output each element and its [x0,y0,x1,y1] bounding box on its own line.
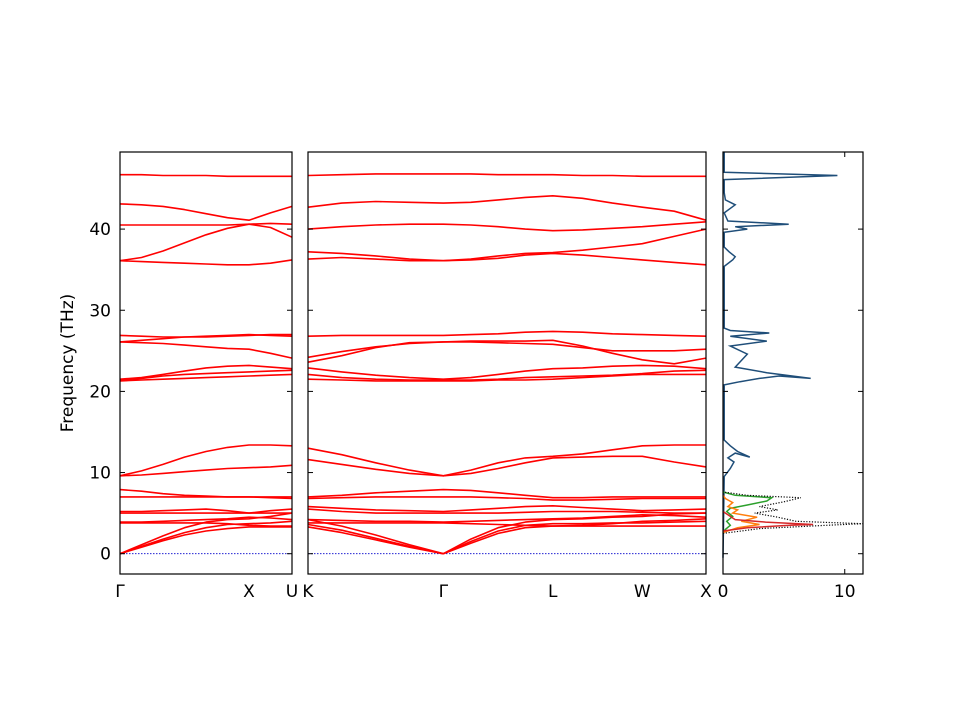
y-tick-label: 40 [89,220,111,240]
band-0-13 [119,364,293,380]
band-0-21 [120,173,292,178]
dos-series-0 [722,152,838,558]
x-tick-label: L [548,582,558,602]
y-axis-label: Frequency (THz) [58,294,78,433]
band-0-14 [119,341,293,359]
band-1-16 [307,330,707,337]
x-tick-label: W [634,582,651,602]
x-tick-label: U [286,582,298,602]
band-1-11 [307,373,706,382]
y-tick-label: 20 [89,382,111,402]
x-tick-label: 10 [834,582,856,602]
x-tick-label: Γ [115,582,125,602]
axes-frame-0 [119,151,293,575]
band-1-10 [307,444,706,477]
axes-frame-1 [307,151,707,575]
band-0-8 [119,488,292,498]
band-0-12 [119,369,293,381]
band-0-20 [119,203,293,221]
band-1-2 [307,512,707,555]
band-1-19 [307,221,707,232]
dos-series-1 [722,491,774,534]
band-1-21 [307,173,706,178]
band-1-15 [307,339,707,365]
y-tick-label: 0 [100,545,111,565]
dos-series-3 [722,510,814,532]
band-0-3 [120,522,292,527]
panel-2: 0 10 [718,151,864,602]
band-1-18 [307,228,707,262]
band-1-1 [307,520,707,555]
x-tick-label: K [302,582,314,602]
band-1-13 [307,364,707,381]
band-1-8 [307,488,706,499]
band-0-18 [119,223,293,262]
band-0-6 [120,508,293,514]
band-0-1 [119,520,293,555]
x-tick-label: Γ [439,582,449,602]
band-0-10 [119,444,293,477]
panel-0: Γ X U 0 10 20 30 40 [89,151,298,602]
band-0-9 [119,464,293,477]
band-0-19 [120,222,293,226]
y-tick-label: 10 [89,464,111,484]
band-1-0 [307,525,706,555]
band-0-16 [119,333,292,338]
band-1-5 [307,508,706,514]
band-0-11 [119,373,293,382]
x-tick-label: X [700,582,712,602]
band-1-20 [307,195,707,221]
band-0-17 [119,259,293,266]
axes-frame-2 [722,151,864,575]
band-1-6 [307,504,707,513]
band-1-17 [307,252,707,266]
band-1-9 [307,455,707,477]
x-tick-label: 0 [718,582,729,602]
y-tick-label: 30 [89,301,111,321]
band-1-4 [307,513,707,523]
band-1-3 [308,518,707,527]
band-0-4 [120,516,293,523]
band-1-7 [307,496,706,501]
band-0-0 [119,526,292,555]
band-1-12 [307,369,707,381]
x-tick-label: X [243,582,255,602]
dos-series-4 [722,491,864,534]
dos-series-2 [722,494,760,534]
